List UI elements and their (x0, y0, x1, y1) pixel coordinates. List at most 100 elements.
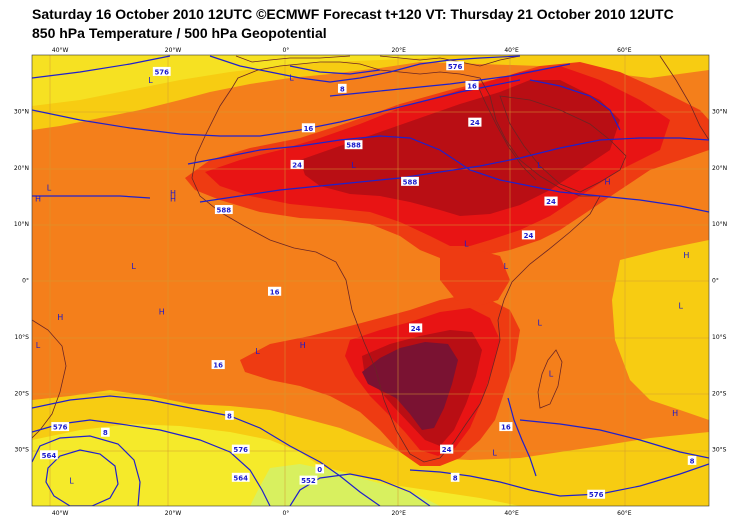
high-pressure-label-12: H (683, 251, 689, 260)
contour-label-box (299, 475, 318, 485)
contour-label-23: 0 (315, 464, 325, 474)
lat-tick-right-4: 10°S (712, 334, 727, 341)
low-pressure-label-18: L (538, 319, 543, 328)
lat-tick-left-4: 10°S (15, 334, 30, 341)
lat-tick-left-1: 20°N (14, 165, 29, 172)
temperature-band-yellow-east (612, 240, 709, 420)
contour-label-box (521, 230, 536, 240)
contour-label-text: 576 (448, 63, 463, 71)
contour-label-text: 16 (270, 288, 280, 296)
lat-tick-right-2: 10°N (712, 221, 727, 228)
contour-label-text: 24 (442, 446, 452, 454)
contour-label-box (687, 455, 697, 465)
lat-tick-right-6: 30°S (712, 447, 727, 454)
contour-label-box (587, 489, 606, 499)
arabia-coastline (499, 95, 627, 193)
madagascar-coastline (537, 349, 563, 409)
contour-label-text: 24 (524, 232, 534, 240)
contour-label-box (152, 66, 171, 76)
map-title: Saturday 16 October 2010 12UTC ©ECMWF Fo… (32, 6, 674, 22)
lat-tick-left-5: 20°S (15, 390, 30, 397)
high-pressure-label-3: H (35, 195, 41, 204)
contour-label-text: 588 (217, 207, 232, 215)
temperature-band-red-central (440, 248, 510, 306)
lon-tick-top-4: 40°E (504, 47, 519, 54)
contour-label-box (465, 81, 479, 91)
high-pressure-label-4: H (170, 189, 176, 198)
high-pressure-label-14: H (159, 307, 165, 316)
contour-labels: 576 576 8 16 16 24 588 24 588 588 24 24 16 24 16 8 576 8 1… (40, 61, 697, 499)
map-subtitle: 850 hPa Temperature / 500 hPa Geopotenti… (32, 25, 327, 41)
red-sea-coastline (475, 81, 537, 181)
contour-label-box (231, 444, 250, 454)
contour-label-box (301, 123, 316, 133)
contour-label-box (337, 83, 347, 93)
india-coastline (659, 55, 709, 141)
lat-tick-right-5: 20°S (712, 390, 727, 397)
contour-label-box (214, 205, 233, 215)
contour-label-text: 24 (292, 161, 302, 169)
contour-label-text: 16 (467, 83, 477, 91)
lon-tick-bottom-1: 20°W (165, 510, 182, 517)
lat-tick-left-6: 30°S (15, 447, 30, 454)
contour-label-box (40, 450, 58, 460)
contour-label-4: 16 (301, 123, 316, 133)
low-pressure-label-0: L (148, 76, 153, 85)
contour-label-9: 588 (214, 205, 233, 215)
lon-tick-bottom-2: 0° (282, 510, 289, 517)
contour-label-box (499, 422, 513, 432)
contour-label-box (290, 159, 304, 169)
contour-label-18: 16 (499, 422, 513, 432)
contour-label-text: 564 (233, 474, 248, 482)
contour-label-text: 0 (317, 466, 322, 474)
contour-label-25: 8 (450, 472, 460, 482)
lat-tick-left-3: 0° (22, 278, 29, 285)
contour-label-text: 552 (301, 477, 316, 485)
contour-label-19: 576 (231, 444, 250, 454)
contour-label-text: 576 (589, 491, 604, 499)
africa-coastline (191, 61, 601, 463)
temperature-band-light-north (32, 55, 450, 106)
contour-label-27: 8 (687, 455, 697, 465)
lat-tick-left-2: 10°N (14, 221, 29, 228)
contour-label-14: 16 (211, 360, 225, 370)
lon-tick-top-0: 40°W (52, 47, 69, 54)
contour-label-24: 552 (299, 475, 318, 485)
contour-label-text: 16 (304, 125, 314, 133)
contour-label-box (409, 323, 423, 333)
contour-label-13: 24 (409, 323, 423, 333)
lat-tick-right-3: 0° (712, 278, 719, 285)
high-pressure-label-16: H (300, 341, 306, 350)
contour-label-0: 576 (152, 66, 171, 76)
contour-label-text: 8 (690, 457, 695, 465)
contour-label-10: 24 (544, 196, 558, 206)
lat-tick-right-1: 20°N (712, 165, 727, 172)
contour-label-text: 16 (213, 362, 223, 370)
contour-label-15: 8 (225, 410, 234, 420)
high-pressure-label-21: H (672, 409, 678, 418)
low-pressure-label-17: L (255, 347, 260, 356)
map-frame (31, 54, 710, 507)
contour-label-7: 24 (290, 159, 304, 169)
contour-label-text: 8 (453, 474, 458, 482)
low-pressure-label-15: L (36, 341, 41, 350)
contour-label-box (231, 472, 250, 482)
low-pressure-label-10: L (464, 240, 469, 249)
lon-tick-bottom-5: 60°E (617, 510, 632, 517)
contour-label-box (446, 61, 465, 71)
low-pressure-label-2: L (47, 183, 52, 192)
contour-label-text: 588 (403, 178, 418, 186)
contour-label-text: 8 (340, 85, 345, 93)
low-pressure-label-7: L (538, 161, 543, 170)
contour-label-box (101, 427, 110, 437)
contour-label-text: 8 (227, 412, 232, 420)
contour-label-box (401, 176, 419, 186)
contour-label-box (344, 140, 363, 150)
contour-label-box (315, 464, 325, 474)
lon-tick-bottom-0: 40°W (52, 510, 69, 517)
contour-label-text: 16 (501, 424, 511, 432)
contour-label-text: 576 (154, 68, 169, 76)
high-pressure-label-5: H (170, 195, 176, 204)
contour-label-21: 564 (40, 450, 58, 460)
